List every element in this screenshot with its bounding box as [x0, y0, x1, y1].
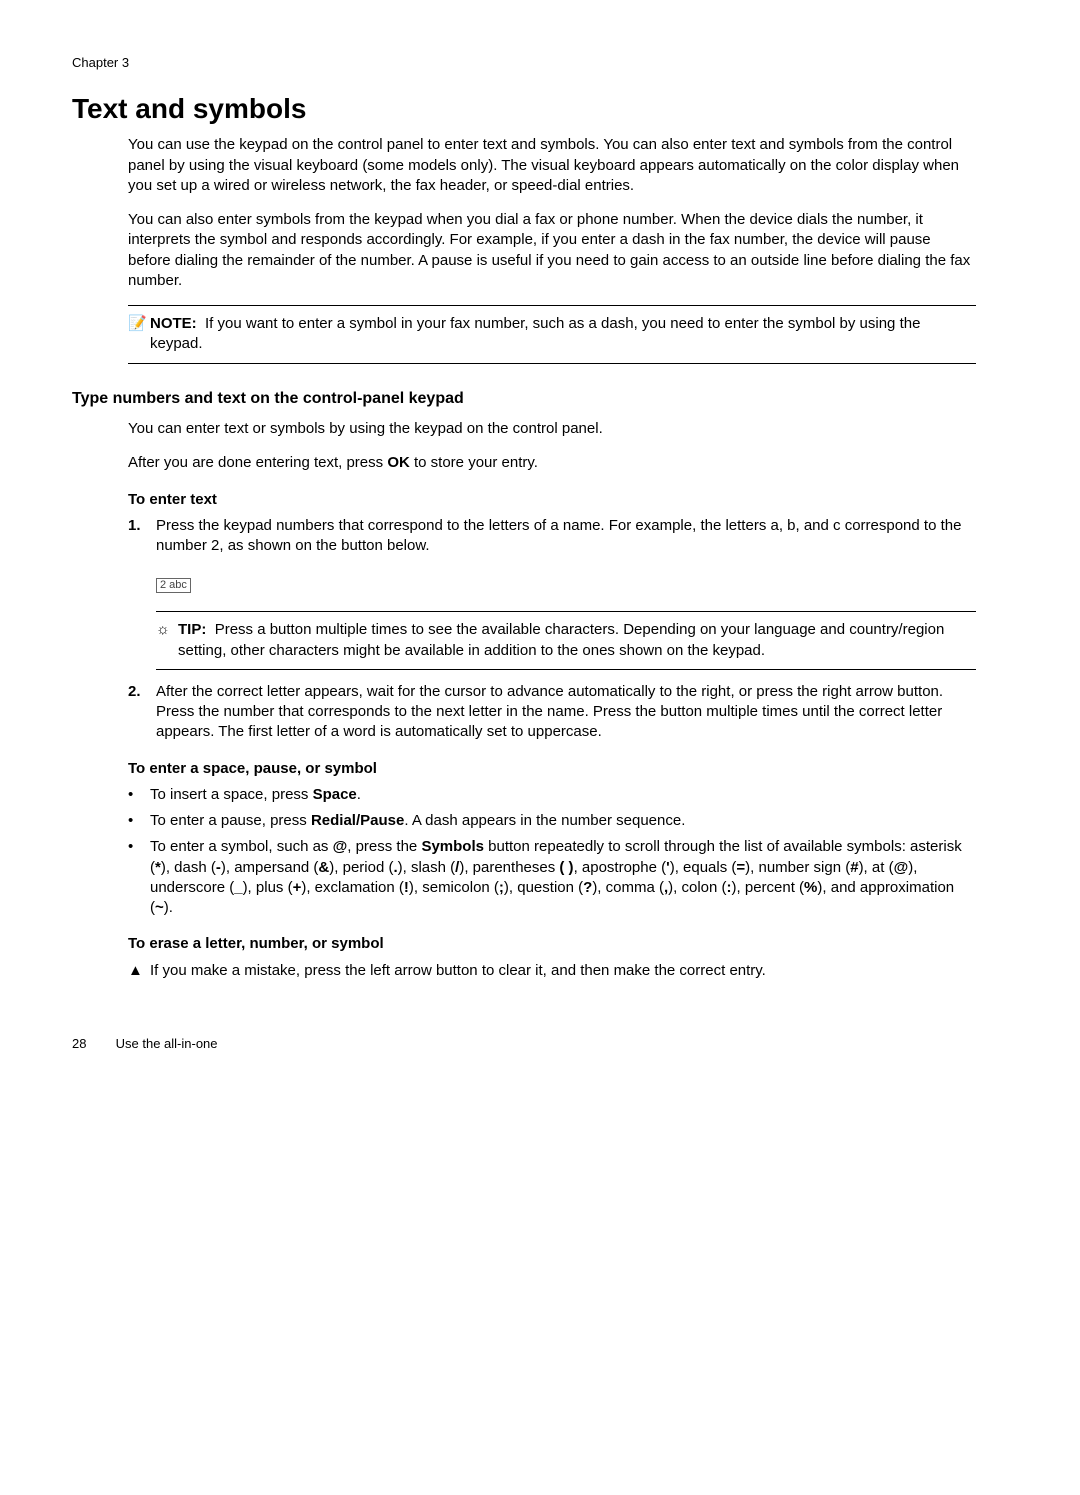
- bullet-marker: •: [128, 785, 150, 805]
- text-fragment: ), slash (: [398, 859, 456, 876]
- text-fragment: to store your entry.: [410, 454, 538, 471]
- symbol-tilde: ~: [155, 899, 164, 916]
- triangle-marker: ▲: [128, 961, 150, 981]
- step-body: After the correct letter appears, wait f…: [156, 682, 976, 743]
- symbol-underscore: _: [234, 879, 242, 896]
- text-fragment: ), at (: [859, 859, 894, 876]
- text-fragment: ), question (: [504, 879, 583, 896]
- section-paragraph-2: After you are done entering text, press …: [128, 453, 976, 473]
- bullet-marker: •: [128, 837, 150, 918]
- text-fragment: ), period (: [329, 859, 393, 876]
- text-fragment: ), plus (: [243, 879, 293, 896]
- subheading-erase: To erase a letter, number, or symbol: [128, 934, 976, 954]
- intro-paragraph-2: You can also enter symbols from the keyp…: [128, 210, 976, 291]
- text-fragment: ), parentheses: [459, 859, 559, 876]
- tip-label: TIP:: [178, 621, 206, 638]
- intro-paragraph-1: You can use the keypad on the control pa…: [128, 135, 976, 196]
- bullet-pause: • To enter a pause, press Redial/Pause. …: [128, 811, 976, 831]
- text-fragment: To enter a symbol, such as: [150, 838, 333, 855]
- text-fragment: , apostrophe (: [574, 859, 667, 876]
- step-2: 2. After the correct letter appears, wai…: [128, 682, 976, 743]
- redial-pause-label: Redial/Pause: [311, 812, 404, 829]
- space-label: Space: [313, 786, 357, 803]
- page-footer: 28 Use the all-in-one: [72, 1035, 1008, 1053]
- note-box: 📝 NOTE: If you want to enter a symbol in…: [128, 305, 976, 364]
- symbol-question: ?: [583, 879, 592, 896]
- text-fragment: ), ampersand (: [221, 859, 319, 876]
- symbol-ampersand: &: [318, 859, 329, 876]
- bullet-body: To enter a symbol, such as @, press the …: [150, 837, 976, 918]
- bullet-marker: •: [128, 811, 150, 831]
- erase-item: ▲ If you make a mistake, press the left …: [128, 961, 976, 981]
- page-title: Text and symbols: [72, 90, 1008, 128]
- footer-section-title: Use the all-in-one: [116, 1036, 218, 1051]
- text-fragment: ), exclamation (: [301, 879, 404, 896]
- bullet-space: • To insert a space, press Space.: [128, 785, 976, 805]
- step-1: 1. Press the keypad numbers that corresp…: [128, 516, 976, 557]
- text-fragment: . A dash appears in the number sequence.: [404, 812, 685, 829]
- erase-body: If you make a mistake, press the left ar…: [150, 961, 976, 981]
- tip-icon: ☼: [156, 620, 178, 661]
- tip-text: TIP: Press a button multiple times to se…: [178, 620, 976, 661]
- chapter-label: Chapter 3: [72, 54, 1008, 72]
- subheading-enter-text: To enter text: [128, 490, 976, 510]
- symbol-at: @: [333, 838, 348, 855]
- text-fragment: ), dash (: [161, 859, 216, 876]
- bullet-body: To enter a pause, press Redial/Pause. A …: [150, 811, 976, 831]
- tip-body: Press a button multiple times to see the…: [178, 621, 944, 658]
- symbol-parentheses: ( ): [559, 859, 573, 876]
- tip-box: ☼ TIP: Press a button multiple times to …: [156, 611, 976, 670]
- symbol-equals: =: [736, 859, 745, 876]
- symbol-percent: %: [804, 879, 817, 896]
- step-marker: 1.: [128, 516, 156, 557]
- note-label: NOTE:: [150, 315, 197, 332]
- text-fragment: .: [357, 786, 361, 803]
- note-text: NOTE: If you want to enter a symbol in y…: [150, 314, 976, 355]
- symbol-hash: #: [850, 859, 858, 876]
- note-body: If you want to enter a symbol in your fa…: [150, 315, 920, 352]
- text-fragment: ), equals (: [670, 859, 737, 876]
- section-heading: Type numbers and text on the control-pan…: [72, 388, 1008, 410]
- symbol-at: @: [894, 859, 909, 876]
- step-body: Press the keypad numbers that correspond…: [156, 516, 976, 557]
- text-fragment: ), colon (: [668, 879, 726, 896]
- text-fragment: ), percent (: [732, 879, 805, 896]
- text-fragment: ).: [164, 899, 173, 916]
- subheading-space-pause-symbol: To enter a space, pause, or symbol: [128, 759, 976, 779]
- text-fragment: To enter a pause, press: [150, 812, 311, 829]
- ok-label: OK: [387, 454, 410, 471]
- text-fragment: , press the: [347, 838, 421, 855]
- page-number: 28: [72, 1035, 112, 1053]
- bullet-symbol: • To enter a symbol, such as @, press th…: [128, 837, 976, 918]
- step-marker: 2.: [128, 682, 156, 743]
- text-fragment: ), comma (: [592, 879, 664, 896]
- text-fragment: ), semicolon (: [409, 879, 499, 896]
- keypad-button-image: 2 abc: [156, 578, 191, 593]
- symbols-label: Symbols: [421, 838, 484, 855]
- text-fragment: After you are done entering text, press: [128, 454, 387, 471]
- text-fragment: To insert a space, press: [150, 786, 313, 803]
- section-paragraph-1: You can enter text or symbols by using t…: [128, 419, 976, 439]
- note-icon: 📝: [128, 314, 150, 355]
- bullet-body: To insert a space, press Space.: [150, 785, 976, 805]
- text-fragment: ), number sign (: [745, 859, 850, 876]
